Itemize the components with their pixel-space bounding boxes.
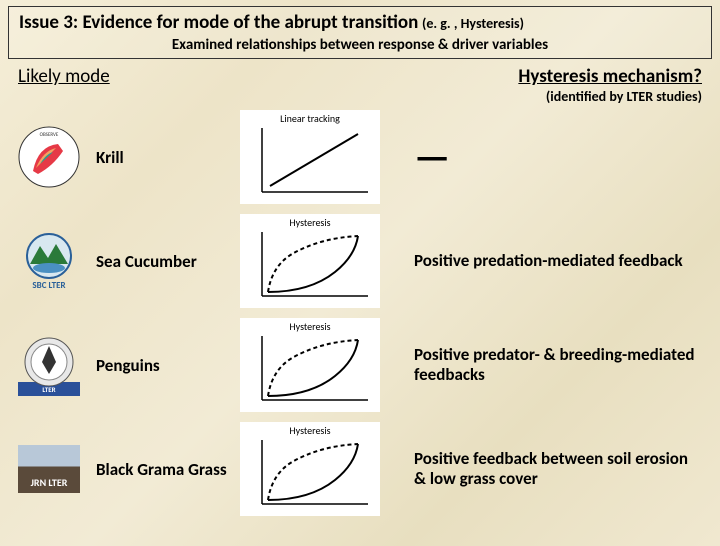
label-penguins: Penguins [80,355,240,376]
title-main: Issue 3: Evidence for mode of the abrupt… [19,11,418,34]
label-krill: Krill [80,147,240,168]
label-grass: Black Grama Grass [80,459,240,480]
chart-title-2: Hysteresis [240,320,380,333]
logo-caption-sbc: SBC LTER [18,280,80,291]
title-box: Issue 3: Evidence for mode of the abrupt… [8,6,712,59]
heading-left: Likely mode [18,65,110,88]
label-sea-cucumber: Sea Cucumber [80,251,240,272]
row-krill: OBSERVE Krill Linear tracking — [18,105,702,209]
svg-text:LTER: LTER [42,385,55,394]
chart-krill: Linear tracking [240,110,380,204]
row-grass: JRN LTER Black Grama Grass Hysteresis Po… [18,417,702,521]
mechanism-sea-cucumber: Positive predation-mediated feedback [380,251,702,271]
chart-penguins: Hysteresis [240,318,380,412]
logo-jrn: JRN LTER [18,438,80,500]
logo-caption-jrn: JRN LTER [18,445,80,493]
content-rows: OBSERVE Krill Linear tracking — SBC LTER [0,105,720,521]
heading-right: Hysteresis mechanism? [518,65,702,88]
mechanism-grass: Positive feedback between soil erosion &… [380,449,702,488]
column-headings: Likely mode Hysteresis mechanism? [0,61,720,88]
row-penguins: LTER Penguins Hysteresis Positive predat… [18,313,702,417]
logo-sbc: SBC LTER [18,230,80,292]
chart-title-1: Hysteresis [240,216,380,229]
mechanism-penguins: Positive predator- & breeding-mediated f… [380,345,702,384]
mechanism-krill: — [380,149,446,165]
chart-title-3: Hysteresis [240,424,380,437]
logo-krill: OBSERVE [18,126,80,188]
heading-right-sub: (identified by LTER studies) [0,88,702,105]
logo-penguins: LTER [18,334,80,396]
chart-sea-cucumber: Hysteresis [240,214,380,308]
chart-title-0: Linear tracking [240,112,380,125]
row-sea-cucumber: SBC LTER Sea Cucumber Hysteresis Positiv… [18,209,702,313]
title-suffix: (e. g. , Hysteresis) [422,15,524,32]
title-subtitle: Examined relationships between response … [19,36,701,54]
chart-grass: Hysteresis [240,422,380,516]
svg-text:OBSERVE: OBSERVE [40,132,59,138]
